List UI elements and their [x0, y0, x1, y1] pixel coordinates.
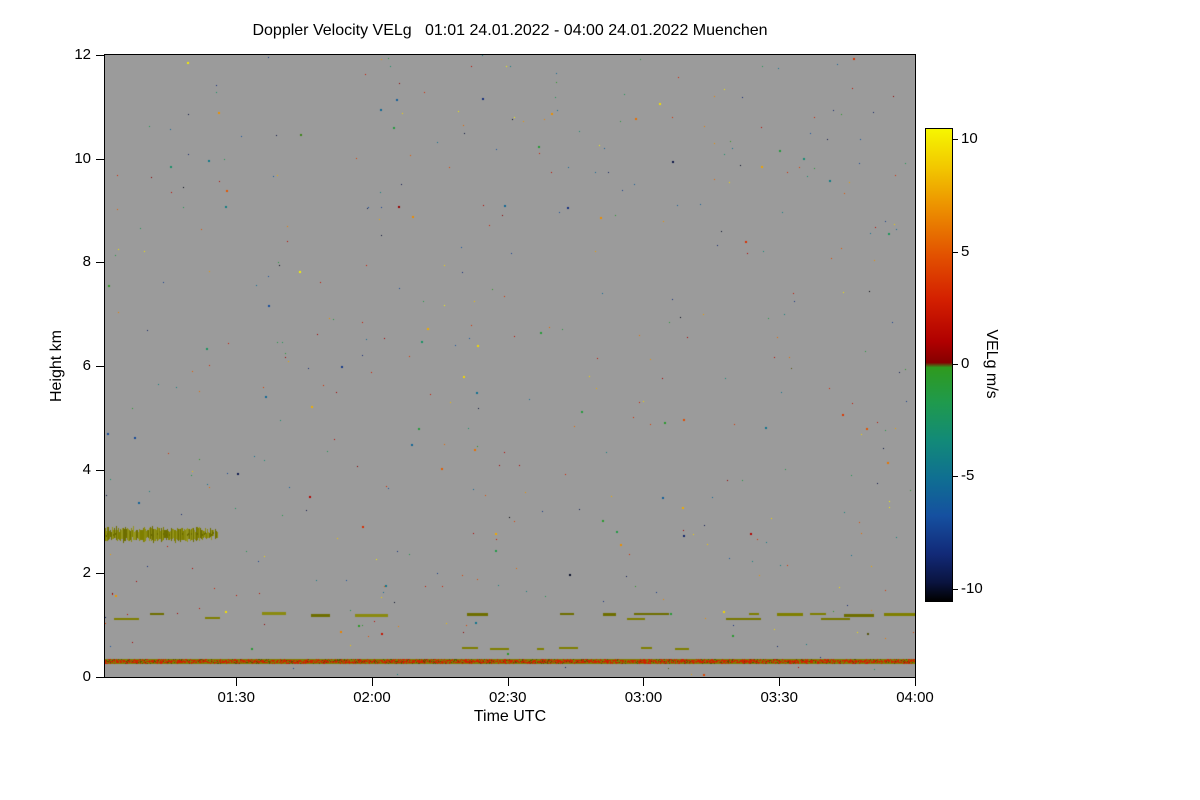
- y-tick-label-6: 6: [82, 357, 91, 374]
- x-tick-04:00: [915, 678, 916, 686]
- x-tick-label-04:00: 04:00: [896, 689, 934, 706]
- colorbar-tick-10: [953, 139, 958, 141]
- x-tick-label-03:00: 03:00: [624, 689, 663, 706]
- y-tick-6: [96, 366, 104, 367]
- y-tick-label-12: 12: [74, 46, 91, 63]
- x-tick-02:00: [371, 678, 373, 686]
- x-tick-03:00: [643, 678, 645, 686]
- colorbar-tick-5: [953, 251, 958, 253]
- colorbar-tick--10: [953, 588, 958, 590]
- colorbar-tick-label-0: 0: [961, 355, 970, 372]
- y-tick-label-4: 4: [82, 460, 91, 478]
- y-tick-12: [96, 55, 104, 56]
- x-axis-label: Time UTC: [473, 708, 547, 725]
- y-tick-8: [96, 262, 104, 264]
- x-tick-label-02:00: 02:00: [353, 689, 391, 706]
- y-tick-label-8: 8: [82, 253, 91, 271]
- x-tick-03:30: [779, 678, 781, 686]
- y-tick-0: [96, 677, 104, 678]
- colorbar-tick-label-10: 10: [961, 130, 978, 148]
- colorbar-tick--5: [953, 476, 958, 478]
- colorbar-tick-label-5: 5: [961, 242, 970, 260]
- colorbar-label: VELg m/s: [983, 329, 1000, 399]
- colorbar-gradient: [926, 129, 952, 601]
- x-tick-01:30: [236, 678, 238, 686]
- plot-area: [104, 54, 916, 678]
- colorbar-tick-label--5: -5: [961, 467, 975, 485]
- y-tick-label-2: 2: [82, 564, 91, 582]
- y-tick-label-10: 10: [74, 149, 91, 167]
- chart-title: Doppler Velocity VELg 01:01 24.01.2022 -…: [252, 22, 768, 39]
- x-tick-02:30: [507, 678, 509, 686]
- x-tick-label-03:30: 03:30: [760, 689, 798, 706]
- x-tick-label-02:30: 02:30: [488, 689, 527, 706]
- y-tick-2: [96, 573, 104, 575]
- y-tick-label-0: 0: [82, 668, 91, 685]
- heatmap-canvas: [105, 55, 915, 677]
- y-tick-4: [96, 469, 104, 471]
- x-tick-label-01:30: 01:30: [217, 689, 255, 706]
- colorbar: [925, 128, 953, 602]
- colorbar-tick-0: [953, 364, 958, 365]
- y-tick-10: [96, 158, 104, 160]
- colorbar-tick-label--10: -10: [961, 579, 983, 597]
